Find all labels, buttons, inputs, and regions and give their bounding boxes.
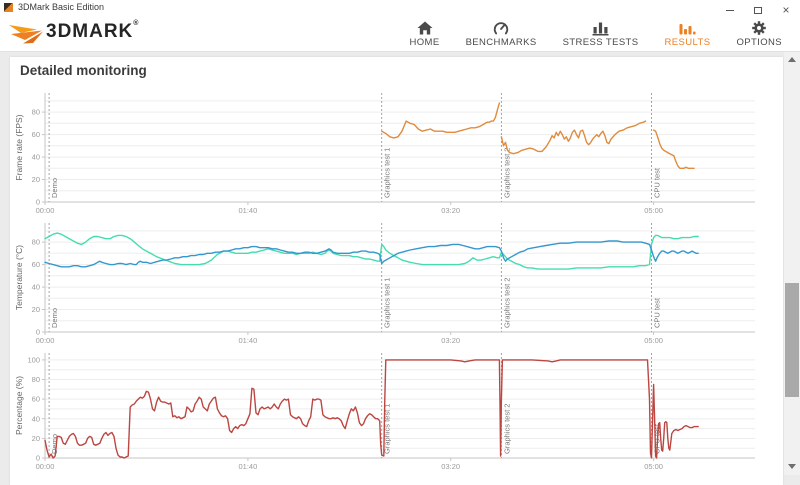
- nav-options-label: OPTIONS: [736, 37, 782, 48]
- svg-text:00:00: 00:00: [36, 206, 55, 215]
- svg-text:05:00: 05:00: [644, 336, 663, 345]
- nav-home-label: HOME: [409, 37, 439, 48]
- svg-text:01:40: 01:40: [239, 336, 258, 345]
- svg-text:20: 20: [32, 305, 40, 314]
- svg-text:20: 20: [32, 175, 40, 184]
- svg-text:40: 40: [32, 414, 40, 423]
- nav-benchmarks[interactable]: BENCHMARKS: [466, 19, 537, 48]
- svg-text:01:40: 01:40: [239, 206, 258, 215]
- svg-text:Graphics test 2: Graphics test 2: [502, 148, 511, 198]
- svg-text:20: 20: [32, 434, 40, 443]
- 3dmark-logo: 3DMARK®: [8, 18, 139, 46]
- svg-text:40: 40: [32, 153, 40, 162]
- svg-text:40: 40: [32, 283, 40, 292]
- logo-text: 3DMARK®: [46, 21, 139, 43]
- vertical-scrollbar[interactable]: [784, 52, 800, 475]
- svg-text:80: 80: [32, 238, 40, 247]
- home-icon: [416, 19, 434, 36]
- svg-text:05:00: 05:00: [644, 206, 663, 215]
- maximize-button[interactable]: [744, 0, 772, 20]
- svg-text:03:20: 03:20: [441, 462, 460, 471]
- svg-text:60: 60: [32, 260, 40, 269]
- nav-benchmarks-label: BENCHMARKS: [466, 37, 537, 48]
- svg-text:Graphics test 1: Graphics test 1: [383, 148, 392, 198]
- scrollbar-thumb[interactable]: [785, 283, 799, 397]
- svg-text:Graphics test 2: Graphics test 2: [502, 404, 511, 454]
- svg-text:Demo: Demo: [50, 178, 59, 198]
- gauge-icon: [492, 19, 510, 36]
- svg-text:00:00: 00:00: [36, 336, 55, 345]
- svg-text:Demo: Demo: [50, 308, 59, 328]
- app-icon: [4, 3, 13, 12]
- bar-chart-icon: [591, 19, 610, 36]
- svg-text:Percentage (%): Percentage (%): [14, 376, 24, 435]
- minimize-button[interactable]: [716, 0, 744, 20]
- results-bars-icon: [678, 19, 696, 36]
- svg-text:Temperature (°C): Temperature (°C): [14, 245, 24, 310]
- minimize-icon: [726, 10, 734, 11]
- svg-text:CPU test: CPU test: [653, 167, 662, 198]
- svg-text:80: 80: [32, 375, 40, 384]
- registered-mark: ®: [133, 20, 139, 27]
- svg-text:Frame rate (FPS): Frame rate (FPS): [14, 114, 24, 180]
- nav-results[interactable]: RESULTS: [665, 19, 711, 48]
- svg-text:05:00: 05:00: [644, 462, 663, 471]
- window-title: 3DMark Basic Edition: [18, 2, 104, 12]
- app-header: 3DMARK® HOME BENCHMARKS STRESS: [0, 14, 800, 52]
- title-bar: 3DMark Basic Edition: [0, 0, 800, 14]
- close-icon: ×: [782, 4, 789, 16]
- svg-text:03:20: 03:20: [441, 206, 460, 215]
- svg-text:01:40: 01:40: [239, 462, 258, 471]
- scroll-up-button[interactable]: [784, 52, 800, 66]
- scroll-down-icon: [788, 464, 796, 469]
- nav-stress-tests-label: STRESS TESTS: [563, 37, 639, 48]
- svg-text:Graphics test 1: Graphics test 1: [383, 278, 392, 328]
- nav-stress-tests[interactable]: STRESS TESTS: [563, 19, 639, 48]
- scroll-down-button[interactable]: [784, 459, 800, 473]
- svg-text:CPU test: CPU test: [653, 297, 662, 328]
- gear-icon: [750, 19, 768, 36]
- svg-text:00:00: 00:00: [36, 462, 55, 471]
- logo-wing-icon: [8, 18, 46, 46]
- svg-text:60: 60: [32, 395, 40, 404]
- svg-text:60: 60: [32, 130, 40, 139]
- nav-results-label: RESULTS: [665, 37, 711, 48]
- nav-options[interactable]: OPTIONS: [736, 19, 782, 48]
- svg-text:Graphics test 2: Graphics test 2: [502, 278, 511, 328]
- nav-home[interactable]: HOME: [409, 19, 439, 48]
- scroll-up-icon: [788, 57, 796, 62]
- page-title: Detailed monitoring: [20, 63, 147, 78]
- maximize-icon: [754, 7, 762, 14]
- close-button[interactable]: ×: [772, 0, 800, 20]
- svg-text:80: 80: [32, 108, 40, 117]
- svg-text:03:20: 03:20: [441, 336, 460, 345]
- svg-text:100: 100: [27, 356, 40, 365]
